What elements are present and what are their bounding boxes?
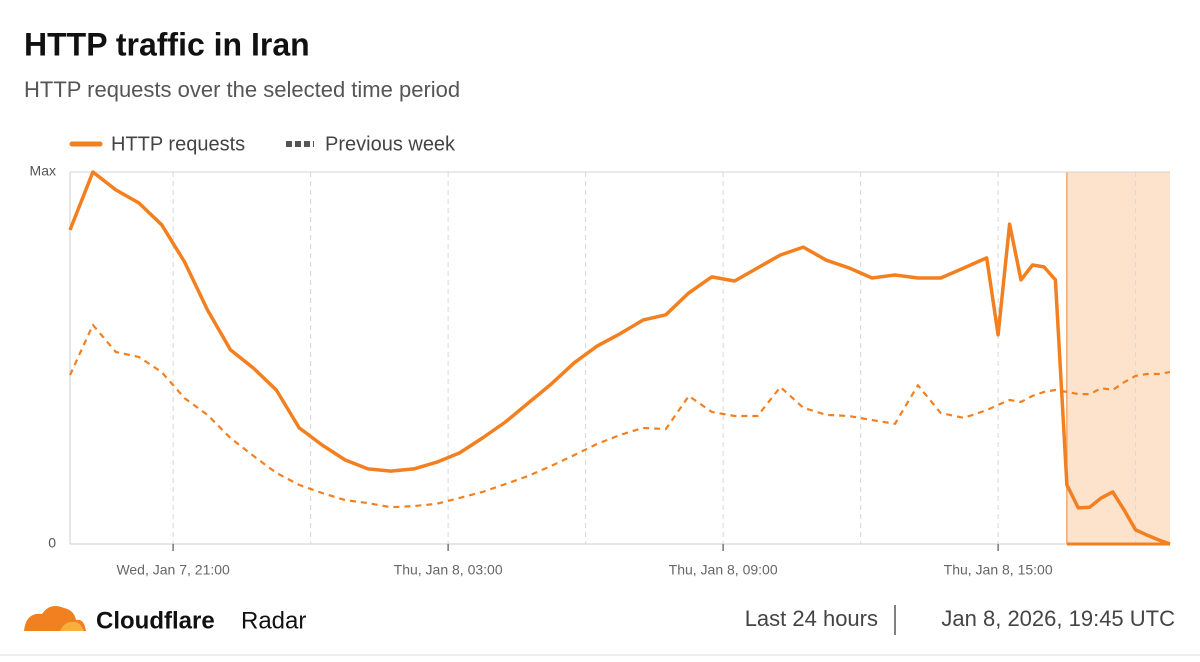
footer-brand: Cloudflare (96, 607, 215, 634)
legend-label: Previous week (325, 133, 456, 155)
footer-timestamp: Jan 8, 2026, 19:45 UTC (941, 606, 1175, 631)
series-line (68, 170, 1171, 546)
y-tick-label: Max (30, 163, 56, 179)
shaded-region (1066, 172, 1170, 544)
footer-product: Radar (241, 607, 306, 634)
x-tick-label: Wed, Jan 7, 21:00 (116, 562, 230, 578)
x-tick-label: Thu, Jan 8, 09:00 (669, 562, 778, 578)
x-tick-label: Thu, Jan 8, 15:00 (944, 562, 1053, 578)
legend-label: HTTP requests (111, 133, 245, 155)
x-tick-label: Thu, Jan 8, 03:00 (394, 562, 503, 578)
cloud-logo (24, 606, 86, 631)
chart-subtitle: HTTP requests over the selected time per… (24, 77, 460, 102)
footer-period: Last 24 hours (745, 606, 878, 631)
y-tick-label: 0 (48, 535, 56, 551)
chart-title: HTTP traffic in Iran (24, 26, 310, 62)
